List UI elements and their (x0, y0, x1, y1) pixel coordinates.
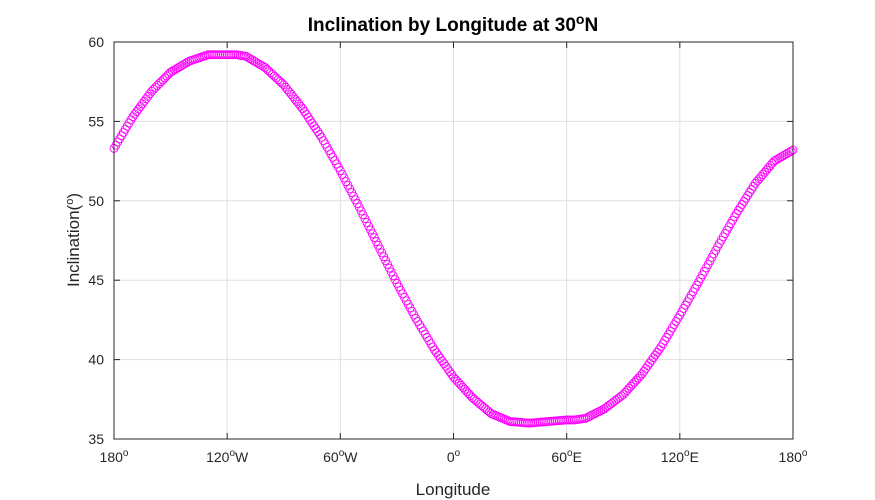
data-series (109, 50, 798, 428)
x-tick-label-degree: o (567, 448, 573, 459)
x-tick-label-degree: o (455, 448, 461, 459)
y-tick-label: 60 (88, 34, 104, 50)
x-tick-label-number: 180 (779, 449, 803, 465)
x-tick-label-number: 0 (447, 449, 455, 465)
x-tick-label-hemisphere: W (344, 449, 358, 465)
x-tick-label-hemisphere: W (235, 449, 249, 465)
series-markers (109, 50, 798, 428)
y-axis-label-main: Inclination( (64, 204, 83, 287)
x-tick-label-hemisphere: E (690, 449, 699, 465)
x-tick-label-degree: o (229, 448, 235, 459)
x-tick-label-degree: o (802, 448, 808, 459)
chart-title-main: Inclination by Longitude at 30 (308, 15, 576, 36)
chart-title-suffix: N (584, 15, 598, 36)
y-tick-label: 40 (88, 352, 104, 368)
x-tick-label-number: 120 (206, 449, 230, 465)
y-axis-label-suffix: ) (64, 193, 83, 199)
x-tick-label-number: 180 (100, 449, 124, 465)
x-tick-label-number: 60 (323, 449, 339, 465)
x-tick-label-hemisphere: E (573, 449, 582, 465)
chart-title-superscript: o (576, 11, 585, 27)
x-tick-label: 120oW (206, 448, 249, 465)
data-point-marker (786, 146, 796, 156)
x-tick-label: 60oE (551, 448, 581, 465)
y-tick-label: 50 (88, 193, 104, 209)
x-tick-label-degree: o (684, 448, 690, 459)
y-tick-label: 55 (88, 113, 104, 129)
x-axis-label: Longitude (416, 480, 491, 499)
x-tick-label: 180o (779, 448, 808, 465)
y-tick-label: 35 (88, 431, 104, 447)
x-tick-label-degree: o (339, 448, 345, 459)
chart-title: Inclination by Longitude at 30oN (308, 11, 598, 36)
y-axis-label: Inclination(o) (64, 193, 83, 287)
x-tick-label-degree: o (123, 448, 129, 459)
x-tick-label-number: 60 (551, 449, 567, 465)
x-tick-label: 120oE (661, 448, 699, 465)
x-tick-label: 180o (100, 448, 129, 465)
x-tick-label: 60oW (323, 448, 358, 465)
y-tick-label: 45 (88, 272, 104, 288)
x-tick-label: 0o (447, 448, 461, 465)
y-axis-label-superscript: o (64, 199, 76, 205)
x-tick-label-number: 120 (661, 449, 685, 465)
